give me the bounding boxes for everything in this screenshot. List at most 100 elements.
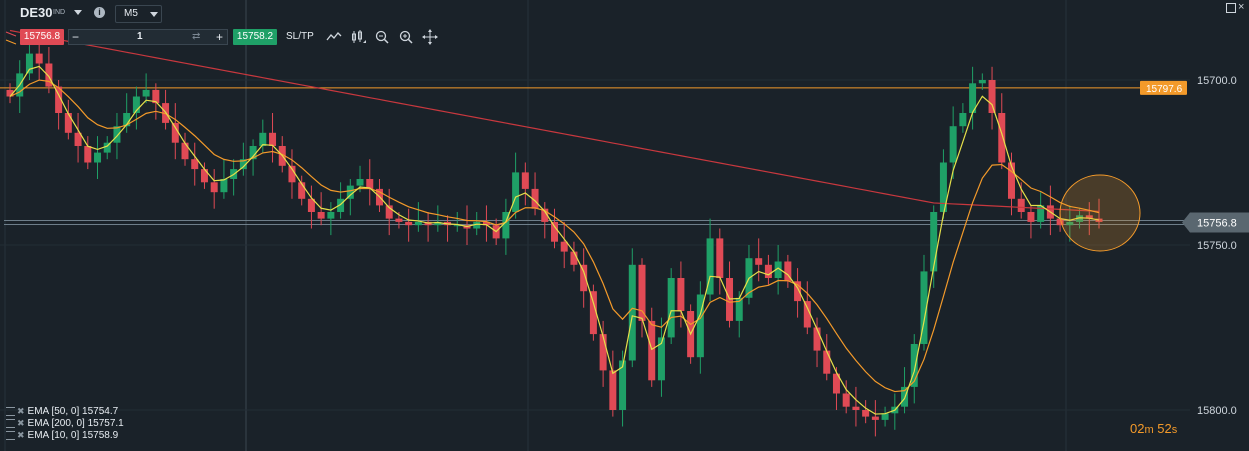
candles-icon[interactable] [350, 29, 366, 45]
info-icon[interactable]: i [94, 7, 105, 18]
sell-button[interactable]: 15756.8 [20, 29, 64, 45]
timer-s-unit: s [1171, 424, 1178, 436]
candle-body [337, 198, 345, 212]
symbol-name[interactable]: DE30 [20, 5, 53, 20]
settings-icon[interactable] [6, 418, 15, 428]
price-axis: 15800.0 15750.0 15700.0 15797.6 15756.8 [1140, 75, 1249, 417]
candles [6, 33, 1103, 437]
candle-body [6, 89, 14, 97]
candle-body [628, 264, 636, 361]
candle-body [288, 165, 296, 183]
increase-button[interactable]: + [216, 30, 224, 44]
candle-body [220, 179, 228, 193]
timeframe-label: M5 [124, 8, 138, 19]
candle-body [1017, 198, 1025, 212]
ema-marker [5, 31, 17, 37]
timeframe-chevron-down-icon [150, 12, 158, 17]
zoom-out-icon[interactable] [374, 29, 390, 45]
remove-icon[interactable]: ✖ [17, 406, 25, 416]
swap-icon[interactable]: ⇄ [192, 31, 201, 42]
candle-body [239, 159, 247, 170]
candle-body [1037, 205, 1045, 222]
indicator-ema200[interactable]: ✖ EMA [200, 0] 15757.1 [6, 417, 124, 429]
candle-body [589, 291, 597, 335]
candle-body [113, 126, 121, 143]
maximize-icon[interactable] [1226, 3, 1236, 13]
settings-icon[interactable] [6, 406, 15, 416]
candle-body [667, 278, 675, 338]
candle-body [852, 406, 860, 410]
quantity-input[interactable]: 1 [137, 31, 143, 42]
timer-minutes: 02 [1130, 421, 1145, 436]
price-tick-label: 15750.0 [1197, 240, 1237, 252]
candle-body [200, 169, 208, 183]
indicator-ema50[interactable]: ✖ EMA [50, 0] 15754.7 [6, 405, 124, 417]
indicator-legend: ✖ EMA [50, 0] 15754.7 ✖ EMA [200, 0] 15757… [6, 405, 124, 441]
candle-body [385, 205, 393, 219]
candle-body [881, 413, 889, 420]
candle-body [327, 212, 335, 219]
remove-icon[interactable]: ✖ [17, 430, 25, 440]
candle-body [512, 172, 520, 212]
decrease-button[interactable]: − [72, 30, 80, 44]
candle-body [832, 373, 840, 394]
sltp-button[interactable]: SL/TP [286, 31, 314, 42]
price-tick-label: 15700.0 [1197, 75, 1237, 87]
candle-body [823, 350, 831, 374]
candle-body [657, 337, 665, 381]
candle-body [648, 320, 656, 381]
candle-body [978, 80, 986, 84]
candle-body [521, 172, 529, 189]
candle-body [55, 86, 63, 113]
candle-body [45, 63, 53, 87]
candle-body [696, 294, 704, 358]
candle-body [580, 264, 588, 292]
symbol-dropdown-chevron-icon[interactable] [74, 10, 82, 15]
candle-body [269, 132, 277, 146]
candle-body [1076, 215, 1084, 222]
current-price-tag [1182, 212, 1249, 233]
ema-marker [5, 39, 17, 45]
candle-body [74, 132, 82, 146]
crosshair-icon[interactable] [422, 29, 438, 45]
candle-body [1095, 218, 1103, 222]
candle-body [677, 278, 685, 311]
candle-body [103, 142, 111, 153]
ema-lines [9, 29, 1100, 415]
candle-body [414, 221, 422, 226]
candle-body [123, 113, 131, 127]
candle-body [638, 264, 646, 321]
timeframe-select[interactable]: M5 [115, 5, 162, 23]
candle-body [998, 113, 1006, 163]
candle-body [560, 241, 568, 252]
candle-body [764, 264, 772, 278]
candle-body [346, 185, 354, 199]
symbol-type-tag: IND [53, 9, 66, 16]
indicator-ema10[interactable]: ✖ EMA [10, 0] 15758.9 [6, 429, 124, 441]
candle-body [813, 327, 821, 351]
candle-body [551, 221, 558, 242]
candle-body [599, 334, 607, 371]
close-icon[interactable]: × [1238, 1, 1245, 13]
settings-icon[interactable] [6, 430, 15, 440]
buy-button[interactable]: 15758.2 [233, 29, 277, 45]
candle-body [862, 410, 870, 417]
candle-body [570, 251, 578, 265]
candle-body [803, 301, 811, 328]
candle-body [939, 162, 947, 212]
remove-icon[interactable]: ✖ [17, 418, 25, 428]
zoom-in-icon[interactable] [398, 29, 414, 45]
indicator-label: EMA [200, 0] 15757.1 [27, 418, 124, 429]
line-chart-icon[interactable] [326, 29, 342, 45]
candle-body [395, 218, 403, 222]
candle-body [453, 225, 461, 227]
candle-body [132, 96, 140, 113]
candle-body [473, 221, 481, 229]
candle-body [317, 212, 325, 219]
candle-body [191, 159, 199, 170]
timer-seconds: 52 [1157, 421, 1172, 436]
candle-body [774, 261, 782, 278]
candle-body [35, 53, 43, 64]
quantity-stepper[interactable]: − 1 ⇄ + [68, 29, 228, 45]
